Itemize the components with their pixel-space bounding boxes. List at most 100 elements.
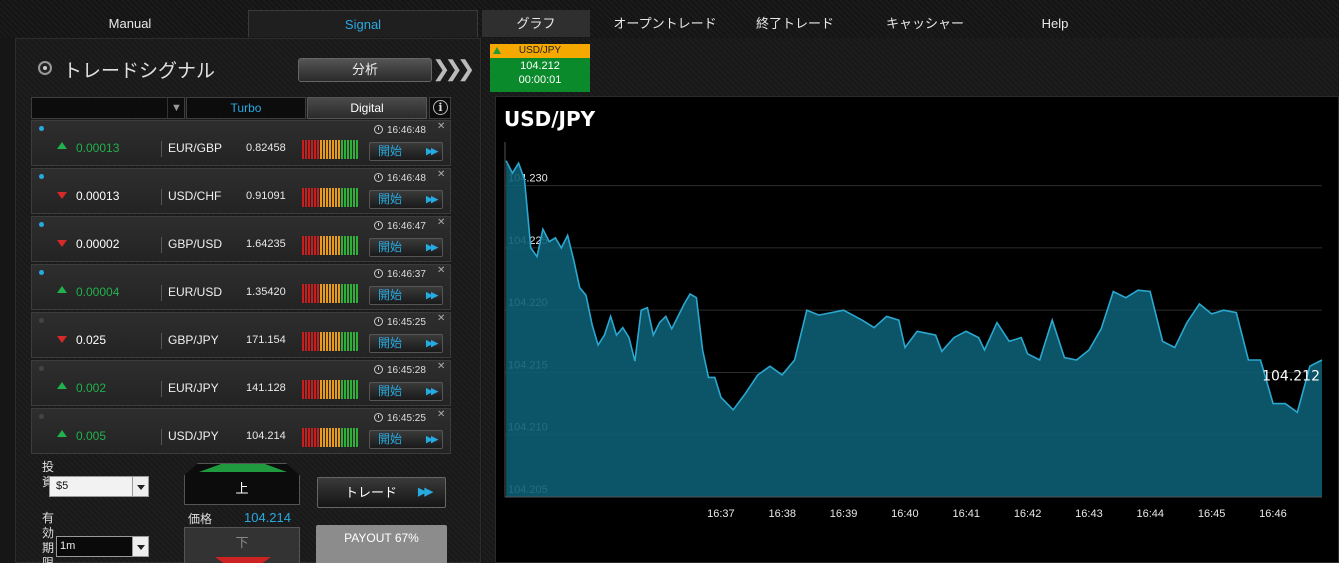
arrow-up-icon (57, 286, 67, 293)
double-chevron-right-icon: ▶▶ (426, 434, 438, 444)
strength-bar-segment (341, 140, 343, 159)
close-icon[interactable]: ✕ (437, 313, 446, 324)
tab-open-trades[interactable]: オープントレード (613, 16, 717, 31)
strength-bar-segment (350, 428, 352, 447)
divider (161, 237, 162, 253)
strength-bar-segment (323, 284, 325, 303)
strength-bar-segment (317, 380, 319, 399)
currency-pair: EUR/JPY (168, 381, 219, 395)
price-chart[interactable]: USD/JPY 104.205104.210104.215104.220104.… (495, 96, 1339, 563)
signal-price: 171.154 (246, 334, 286, 346)
strength-bar-segment (335, 428, 337, 447)
start-button-label: 開始 (378, 240, 403, 254)
signal-price: 104.214 (246, 430, 286, 442)
trade-button[interactable]: トレード ▶▶ (317, 477, 446, 508)
signal-row[interactable]: 0.00002 GBP/USD 1.64235 16:46:47 ✕ 開始 ▶▶ (31, 216, 451, 262)
start-button[interactable]: 開始 ▶▶ (369, 142, 443, 161)
close-icon[interactable]: ✕ (437, 217, 446, 228)
double-chevron-right-icon: ▶▶ (426, 290, 438, 300)
strength-bar-segment (314, 380, 316, 399)
quote-ticker[interactable]: USD/JPY 104.212 00:00:01 (490, 44, 590, 92)
start-button[interactable]: 開始 ▶▶ (369, 190, 443, 209)
signal-value: 0.025 (76, 333, 107, 347)
radio-icon[interactable] (38, 61, 52, 75)
put-down-button[interactable]: 下 (184, 527, 300, 563)
analysis-button[interactable]: 分析 (298, 58, 432, 82)
strength-bar-segment (338, 428, 340, 447)
tab-graph[interactable]: グラフ (482, 10, 590, 37)
signal-row[interactable]: 0.025 GBP/JPY 171.154 16:45:25 ✕ 開始 ▶▶ (31, 312, 451, 358)
x-tick-label: 16:46 (1259, 508, 1287, 520)
call-up-button[interactable]: 上 (184, 463, 300, 505)
start-button[interactable]: 開始 ▶▶ (369, 238, 443, 257)
clock-icon (374, 221, 383, 230)
strength-bar-segment (347, 188, 349, 207)
signal-time-text: 16:45:25 (387, 413, 426, 424)
signal-row[interactable]: 0.00004 EUR/USD 1.35420 16:46:37 ✕ 開始 ▶▶ (31, 264, 451, 310)
investment-select[interactable]: $5 (49, 476, 149, 497)
strength-bar-segment (302, 188, 304, 207)
chevron-down-icon[interactable] (132, 537, 148, 556)
start-button[interactable]: 開始 ▶▶ (369, 286, 443, 305)
start-button[interactable]: 開始 ▶▶ (369, 382, 443, 401)
currency-pair: GBP/USD (168, 237, 223, 251)
strength-bar-segment (332, 284, 334, 303)
strength-bar-segment (350, 140, 352, 159)
strength-bar-segment (308, 140, 310, 159)
start-button[interactable]: 開始 ▶▶ (369, 334, 443, 353)
tab-turbo[interactable]: Turbo (186, 97, 306, 119)
tab-help[interactable]: Help (1041, 16, 1069, 31)
close-icon[interactable]: ✕ (437, 265, 446, 276)
info-button[interactable]: i (429, 97, 451, 119)
currency-pair: USD/CHF (168, 189, 222, 203)
strength-bar-segment (320, 428, 322, 447)
signal-row[interactable]: 0.00013 USD/CHF 0.91091 16:46:48 ✕ 開始 ▶▶ (31, 168, 451, 214)
close-icon[interactable]: ✕ (437, 169, 446, 180)
strength-bar-segment (305, 380, 307, 399)
tab-digital[interactable]: Digital (307, 97, 427, 119)
strength-bar-segment (320, 236, 322, 255)
payout-badge: PAYOUT 67% (316, 525, 447, 563)
divider (161, 381, 162, 397)
strength-bar-segment (341, 284, 343, 303)
start-button-label: 開始 (378, 432, 403, 446)
quote-timer: 00:00:01 (518, 74, 562, 86)
strength-bar-segment (338, 140, 340, 159)
close-icon[interactable]: ✕ (437, 361, 446, 372)
strength-bar-segment (353, 428, 355, 447)
tab-closed-trades[interactable]: 終了トレード (755, 16, 834, 31)
start-button[interactable]: 開始 ▶▶ (369, 430, 443, 449)
signal-strength-meter (302, 140, 358, 159)
asset-filter-dropdown[interactable]: ▼ (31, 97, 185, 119)
strength-bar-segment (341, 428, 343, 447)
signal-row[interactable]: 0.002 EUR/JPY 141.128 16:45:28 ✕ 開始 ▶▶ (31, 360, 451, 406)
strength-bar-segment (344, 188, 346, 207)
start-button-label: 開始 (378, 192, 403, 206)
strength-bar-segment (350, 188, 352, 207)
strength-bar-segment (305, 140, 307, 159)
expiry-select[interactable]: 1m (56, 536, 149, 557)
x-tick-label: 16:45 (1198, 508, 1226, 520)
strength-bar-segment (302, 428, 304, 447)
close-icon[interactable]: ✕ (437, 121, 446, 132)
strength-bar-segment (356, 236, 358, 255)
strength-bar-segment (302, 332, 304, 351)
signal-value: 0.00013 (76, 141, 120, 155)
tab-signal[interactable]: Signal (248, 10, 478, 37)
clock-icon (374, 269, 383, 278)
arrow-down-icon (57, 336, 67, 343)
strength-bar-segment (302, 140, 304, 159)
tab-cashier[interactable]: キャッシャー (885, 16, 964, 31)
strength-bar-segment (353, 236, 355, 255)
strength-bar-segment (311, 332, 313, 351)
signal-row[interactable]: 0.00013 EUR/GBP 0.82458 16:46:48 ✕ 開始 ▶▶ (31, 120, 451, 166)
strength-bar-segment (344, 380, 346, 399)
strength-bar-segment (308, 188, 310, 207)
chevron-down-icon[interactable] (132, 477, 148, 496)
strength-bar-segment (329, 236, 331, 255)
signal-row[interactable]: 0.005 USD/JPY 104.214 16:45:25 ✕ 開始 ▶▶ (31, 408, 451, 454)
signal-time-text: 16:46:48 (387, 173, 426, 184)
close-icon[interactable]: ✕ (437, 409, 446, 420)
tab-manual[interactable]: Manual (108, 16, 152, 31)
strength-bar-segment (323, 428, 325, 447)
